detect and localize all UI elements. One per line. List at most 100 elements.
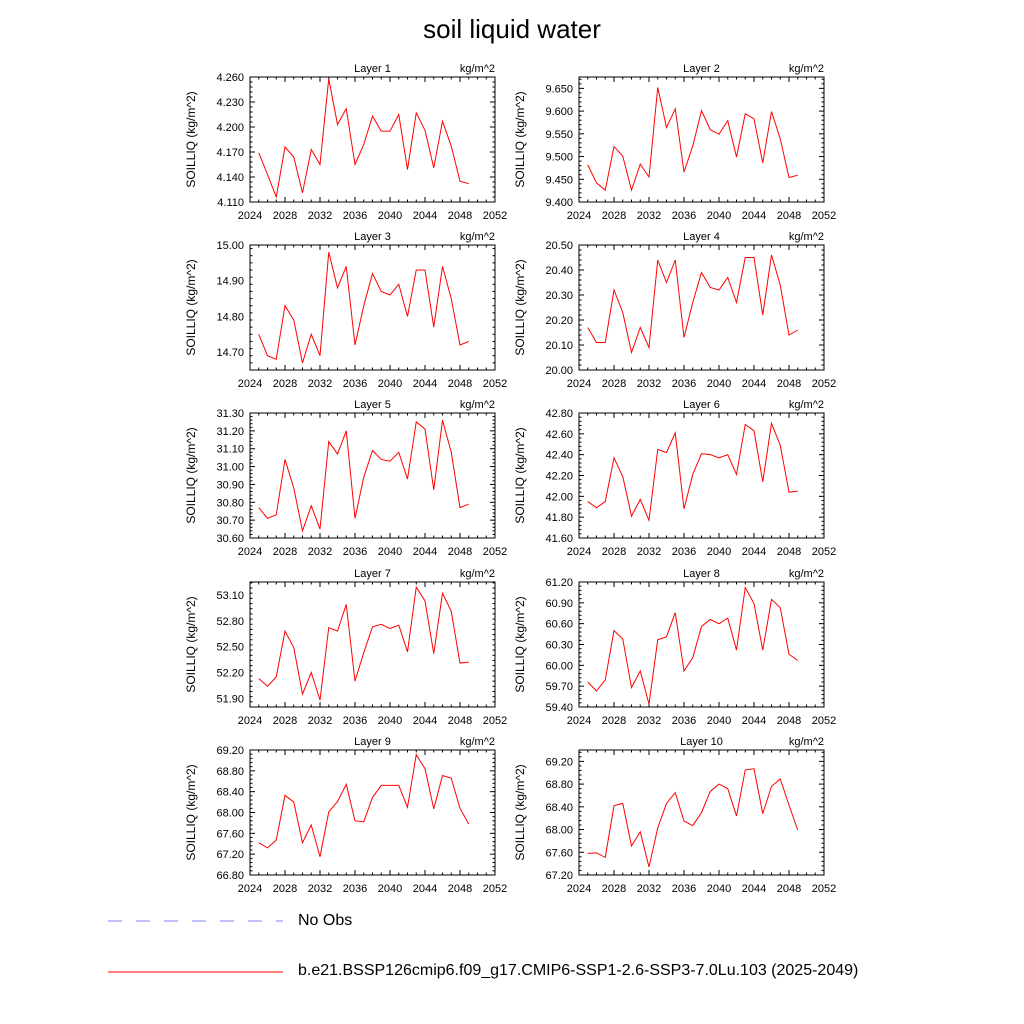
x-tick-label: 2040 xyxy=(378,715,402,727)
x-tick-label: 2048 xyxy=(777,546,801,558)
y-tick-label: 68.00 xyxy=(545,825,573,837)
y-tick-label: 60.00 xyxy=(545,660,573,672)
x-tick-label: 2040 xyxy=(707,210,731,222)
y-tick-label: 9.550 xyxy=(545,129,573,141)
x-tick-label: 2044 xyxy=(742,546,766,558)
x-tick-label: 2040 xyxy=(707,883,731,895)
y-tick-label: 51.90 xyxy=(216,693,244,705)
x-tick-label: 2032 xyxy=(308,210,332,222)
y-tick-label: 9.450 xyxy=(545,174,573,186)
x-tick-label: 2044 xyxy=(413,378,437,390)
x-tick-label: 2048 xyxy=(448,715,472,727)
y-tick-label: 4.140 xyxy=(216,172,244,184)
x-tick-label: 2040 xyxy=(378,378,402,390)
y-tick-label: 31.00 xyxy=(216,462,244,474)
y-axis-label: SOILLIQ (kg/m^2) xyxy=(513,91,527,187)
x-tick-label: 2032 xyxy=(308,378,332,390)
x-tick-label: 2036 xyxy=(672,210,696,222)
panel-title: Layer 5 xyxy=(354,399,391,411)
series-line xyxy=(258,420,469,533)
series-line xyxy=(587,87,798,192)
x-tick-label: 2052 xyxy=(812,378,836,390)
y-tick-label: 68.40 xyxy=(216,787,244,799)
y-tick-label: 30.70 xyxy=(216,515,244,527)
plot-frame xyxy=(249,581,496,708)
series-line xyxy=(587,768,799,868)
x-tick-label: 2048 xyxy=(448,883,472,895)
x-tick-label: 2032 xyxy=(308,883,332,895)
x-tick-label: 2024 xyxy=(567,883,591,895)
x-tick-label: 2048 xyxy=(448,378,472,390)
y-tick-label: 4.230 xyxy=(216,97,244,109)
y-tick-label: 59.40 xyxy=(545,702,573,714)
legend-model-label: b.e21.BSSP126cmip6.f09_g17.CMIP6-SSP1-2.… xyxy=(298,962,859,979)
x-tick-label: 2052 xyxy=(483,210,507,222)
panel-units: kg/m^2 xyxy=(460,568,495,580)
y-axis-label: SOILLIQ (kg/m^2) xyxy=(184,596,198,692)
y-tick-label: 60.60 xyxy=(545,619,573,631)
series-line xyxy=(587,421,798,523)
x-tick-label: 2024 xyxy=(238,883,262,895)
y-tick-label: 68.00 xyxy=(216,808,244,820)
x-tick-label: 2052 xyxy=(812,715,836,727)
x-tick-label: 2052 xyxy=(483,883,507,895)
x-tick-label: 2040 xyxy=(707,378,731,390)
x-tick-label: 2024 xyxy=(567,715,591,727)
x-tick-label: 2048 xyxy=(448,546,472,558)
y-tick-label: 53.10 xyxy=(216,590,244,602)
x-tick-label: 2028 xyxy=(602,883,626,895)
x-tick-label: 2048 xyxy=(777,210,801,222)
series-line xyxy=(258,252,469,364)
x-tick-label: 2036 xyxy=(343,715,367,727)
panel-units: kg/m^2 xyxy=(460,399,495,411)
x-tick-label: 2052 xyxy=(812,546,836,558)
panel-units: kg/m^2 xyxy=(789,231,824,243)
x-tick-label: 2052 xyxy=(812,210,836,222)
x-tick-label: 2036 xyxy=(672,715,696,727)
x-tick-label: 2052 xyxy=(483,378,507,390)
plot-frame xyxy=(249,412,496,539)
panel-6: 2024 2028 2032 2036 2040 2044 2048 2052 41.60 41.… xyxy=(513,399,836,558)
panel-title: Layer 9 xyxy=(354,736,391,748)
panel-title: Layer 4 xyxy=(683,231,720,243)
y-tick-label: 30.60 xyxy=(216,533,244,545)
x-tick-label: 2048 xyxy=(448,210,472,222)
y-axis-label: SOILLIQ (kg/m^2) xyxy=(513,596,527,692)
x-tick-label: 2048 xyxy=(777,883,801,895)
x-tick-label: 2028 xyxy=(273,378,297,390)
y-tick-label: 42.80 xyxy=(545,408,573,420)
panel-2: 2024 2028 2032 2036 2040 2044 2048 2052 9.400 9.4… xyxy=(513,63,836,222)
y-tick-label: 31.10 xyxy=(216,444,244,456)
x-tick-label: 2028 xyxy=(602,715,626,727)
y-tick-label: 20.10 xyxy=(545,340,573,352)
x-tick-label: 2028 xyxy=(273,210,297,222)
y-tick-label: 69.20 xyxy=(216,745,244,757)
y-tick-label: 31.30 xyxy=(216,408,244,420)
y-tick-label: 31.20 xyxy=(216,426,244,438)
y-tick-label: 14.90 xyxy=(216,276,244,288)
y-tick-label: 41.80 xyxy=(545,512,573,524)
y-tick-label: 20.00 xyxy=(545,365,573,377)
y-tick-label: 20.20 xyxy=(545,315,573,327)
plot-frame xyxy=(249,244,496,371)
x-tick-label: 2044 xyxy=(742,715,766,727)
x-tick-label: 2024 xyxy=(567,210,591,222)
figure-title: soil liquid water xyxy=(423,14,601,44)
y-tick-label: 42.20 xyxy=(545,471,573,483)
y-tick-label: 14.70 xyxy=(216,347,244,359)
panel-title: Layer 1 xyxy=(354,63,391,75)
x-tick-label: 2024 xyxy=(238,210,262,222)
panel-title: Layer 6 xyxy=(683,399,720,411)
plot-frame xyxy=(578,412,825,539)
x-tick-label: 2032 xyxy=(637,378,661,390)
panel-units: kg/m^2 xyxy=(460,736,495,748)
x-tick-label: 2040 xyxy=(378,210,402,222)
x-tick-label: 2028 xyxy=(602,378,626,390)
y-axis-label: SOILLIQ (kg/m^2) xyxy=(513,427,527,523)
y-axis-label: SOILLIQ (kg/m^2) xyxy=(513,764,527,860)
x-tick-label: 2036 xyxy=(343,883,367,895)
x-tick-label: 2036 xyxy=(672,378,696,390)
x-tick-label: 2040 xyxy=(707,546,731,558)
y-tick-label: 9.600 xyxy=(545,106,573,118)
panel-units: kg/m^2 xyxy=(460,63,495,75)
